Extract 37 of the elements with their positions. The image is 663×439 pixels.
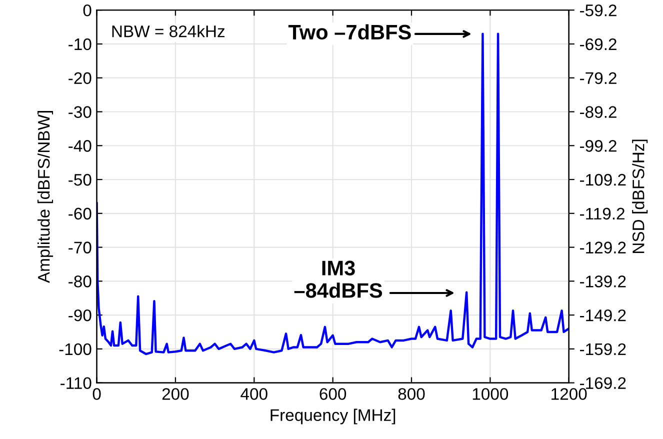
y-tick-label: -20 bbox=[68, 72, 92, 84]
y-tick-label: -80 bbox=[68, 276, 92, 288]
x-tick-label: 800 bbox=[398, 388, 425, 400]
y2-tick-label: -169.2 bbox=[580, 377, 626, 390]
y2-tick-label: -99.2 bbox=[580, 140, 616, 152]
y-tick-label: -90 bbox=[68, 309, 92, 322]
x-tick-label: 0 bbox=[92, 388, 101, 400]
y2-tick-label: -119.2 bbox=[580, 208, 624, 220]
y-tick-label: -60 bbox=[68, 208, 92, 220]
y2-axis-title: NSD [dBFS/Hz] bbox=[632, 140, 648, 253]
y2-tick-label: -59.2 bbox=[580, 4, 616, 16]
y2-tick-label: -89.2 bbox=[580, 106, 616, 118]
y-tick-label: -70 bbox=[68, 242, 92, 254]
x-axis-title: Frequency [MHz] bbox=[270, 408, 396, 424]
x-tick-label: 600 bbox=[320, 388, 346, 400]
annotation: Two –7dBFS bbox=[288, 24, 411, 40]
x-tick-label: 200 bbox=[162, 388, 189, 400]
x-tick-label: 400 bbox=[240, 388, 268, 400]
y2-tick-label: -79.2 bbox=[580, 72, 616, 84]
y2-tick-label: -159.2 bbox=[580, 343, 626, 356]
y2-tick-label: -149.2 bbox=[580, 309, 626, 322]
y2-tick-label: -129.2 bbox=[580, 242, 626, 254]
y-axis-title: Amplitude [dBFS/NBW] bbox=[37, 111, 54, 284]
y-tick-label: -50 bbox=[68, 174, 92, 186]
annotation: NBW = 824kHz bbox=[112, 25, 225, 38]
x-tick-label: 1200 bbox=[552, 388, 587, 400]
y-tick-label: -40 bbox=[68, 140, 92, 152]
y-tick-label: -100 bbox=[59, 343, 92, 356]
y-tick-label: -30 bbox=[68, 106, 92, 118]
y2-tick-label: -139.2 bbox=[580, 276, 626, 288]
x-tick-label: 1000 bbox=[472, 388, 508, 400]
y-tick-label: -110 bbox=[60, 377, 92, 390]
y-tick-label: 0 bbox=[83, 4, 92, 16]
y2-tick-label: -109.2 bbox=[580, 174, 626, 186]
y2-tick-label: -69.2 bbox=[580, 38, 616, 50]
annotation: IM3 –84dBFS bbox=[294, 260, 382, 298]
y-tick-label: -10 bbox=[68, 38, 92, 50]
